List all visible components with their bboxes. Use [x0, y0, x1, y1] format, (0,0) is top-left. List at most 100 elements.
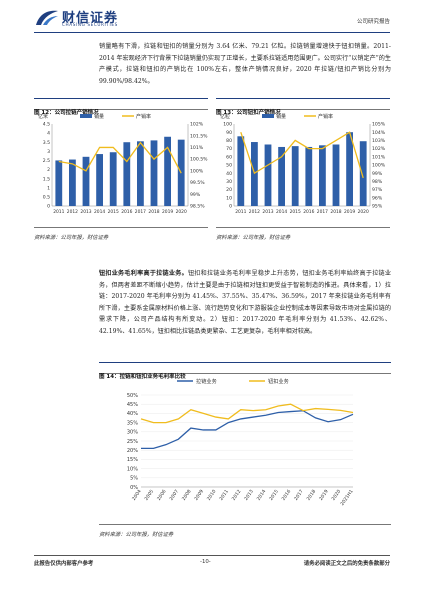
fig12-ytick-left: 0.5	[43, 194, 50, 200]
fig13-bar	[237, 136, 245, 206]
fig13-ytick-left: 30	[226, 179, 232, 185]
figure-14-bottom-rule	[99, 524, 391, 525]
fig12-bar	[55, 160, 63, 206]
figure-14-chart: 拉链业务 钮扣业务 0% 5% 10% 15% 20% 25% 30% 35% 40% 45% 50…	[127, 377, 355, 507]
fig12-bar	[164, 136, 171, 206]
fig12-xtick: 2015	[108, 209, 119, 215]
fig14-ytick: 35%	[127, 420, 138, 426]
fig14-xtick: 2017	[293, 489, 305, 502]
fig13-ytick-left: 20	[226, 187, 232, 193]
fig14-xtick: 2006	[156, 489, 168, 502]
fig12-bar	[123, 142, 131, 206]
company-logo-icon	[36, 10, 58, 25]
fig14-legend-zipper-label: 拉链业务	[196, 377, 217, 385]
figure-13-chart: 亿粒 销量 产销率 0 10 20 30 40 50 60 70 80 90 100 95% 96% 97…	[220, 113, 386, 215]
fig12-legend: 销量 产销率	[80, 113, 151, 120]
fig14-xtick: 2019	[318, 489, 330, 502]
fig14-legend: 拉链业务 钮扣业务	[177, 377, 289, 385]
fig13-ytick-right: 96%	[372, 195, 383, 201]
fig14-xtick: 2015	[268, 489, 280, 502]
fig14-ytick: 40%	[127, 411, 138, 417]
footer-divider	[34, 555, 390, 556]
fig12-ytick-right: 101%	[190, 145, 204, 151]
fig14-ytick: 5%	[130, 476, 138, 482]
figure-14-source: 资料来源：公司年报，财信证券	[99, 532, 174, 538]
fig12-ytick-right: 102%	[190, 122, 204, 128]
fig12-ytick-right: 101.5%	[190, 133, 208, 139]
header-divider	[34, 32, 390, 33]
body-paragraph-2-lead: 钮扣业务毛利率高于拉链业务。	[99, 270, 188, 277]
fig14-ytick: 10%	[127, 466, 138, 472]
fig13-ytick-right: 102%	[372, 146, 386, 152]
fig14-ytick: 0%	[130, 485, 138, 491]
fig13-bar	[359, 141, 367, 206]
fig12-legend-bar-label: 销量	[94, 113, 104, 120]
fig13-legend-bar-swatch	[262, 114, 274, 118]
fig12-bar	[137, 141, 144, 206]
brand-name: 财信证券	[62, 11, 119, 26]
fig13-xtick: 2016	[303, 209, 314, 215]
fig14-xtick: 2021H1	[339, 489, 354, 507]
figure-12-source: 资料来源：公司年报，财信证券	[34, 235, 109, 241]
fig12-ytick-left: 4.5	[43, 122, 50, 128]
fig13-ytick-right: 103%	[372, 138, 386, 144]
fig13-ytick-left: 40	[226, 171, 232, 177]
fig12-ytick-right: 99.5%	[190, 180, 205, 186]
fig12-xtick: 2016	[121, 209, 132, 215]
fig14-line-series-1	[140, 403, 354, 424]
fig13-bar	[319, 145, 326, 206]
fig14-xtick: 2012	[231, 489, 243, 502]
fig13-xtick: 2018	[330, 209, 341, 215]
fig12-bar	[69, 159, 76, 206]
fig12-ytick-left: 2.5	[43, 158, 50, 164]
fig13-bar	[332, 144, 340, 206]
fig14-ytick: 50%	[127, 393, 138, 399]
fig12-ytick-right: 100.5%	[190, 157, 208, 163]
fig12-ytick-left: 2	[47, 167, 50, 173]
fig14-xtick: 2007	[168, 489, 180, 502]
report-type: 公司研究报告	[356, 19, 390, 25]
fig12-xtick: 2014	[94, 209, 105, 215]
fig14-xtick: 2010	[206, 489, 218, 502]
fig13-ytick-left: 60	[226, 154, 232, 160]
fig14-xtick: 2016	[281, 489, 293, 502]
fig14-xtick: 2005	[143, 489, 155, 502]
fig12-ytick-left: 3.5	[43, 140, 50, 146]
fig13-xtick: 2020	[358, 209, 369, 215]
fig13-bar	[305, 146, 313, 206]
fig13-ytick-left: 70	[226, 146, 232, 152]
fig13-ytick-right: 99%	[372, 171, 383, 177]
figure-12-chart: 亿米 销量 产销率 0 0.5 1 1.5 2 2.5 3 3.5 4 4.5 98.5% 99% 99…	[38, 113, 208, 215]
fig13-xtick: 2015	[290, 209, 301, 215]
fig14-ytick: 20%	[127, 448, 138, 454]
fig12-ytick-left: 1	[47, 185, 50, 191]
figure-13-title: 图 13：公司钮扣产销情况	[216, 110, 281, 116]
fig12-xtick: 2011	[53, 209, 64, 215]
fig12-line-series	[58, 141, 182, 174]
fig13-ytick-right: 95%	[372, 204, 383, 210]
fig14-line-series-0	[141, 410, 354, 450]
fig14-xtick: 2011	[218, 489, 230, 502]
fig12-ytick-left: 0	[47, 204, 50, 210]
body-paragraph-1: 销量略有下滑，拉链和钮扣的销量分别为 3.64 亿米、79.21 亿粒。拉链销量…	[99, 43, 391, 85]
fig12-xtick: 2017	[135, 209, 146, 215]
fig13-xtick: 2019	[344, 209, 355, 215]
fig13-ytick-right: 101%	[372, 154, 386, 160]
fig12-ytick-right: 98.5%	[190, 204, 205, 210]
fig12-ytick-right: 100%	[190, 168, 204, 174]
fig13-xtick: 2012	[249, 209, 260, 215]
fig13-ytick-right: 104%	[372, 130, 386, 136]
fig13-ytick-right: 98%	[372, 179, 383, 185]
fig14-xtick: 2009	[193, 489, 205, 502]
fig14-ytick: 25%	[127, 439, 138, 445]
fig12-ytick-right: 99%	[190, 192, 201, 198]
fig13-legend-bar-label: 销量	[276, 113, 286, 120]
fig13-xtick: 2011	[235, 209, 246, 215]
fig13-xtick: 2014	[276, 209, 287, 215]
fig13-bar	[264, 144, 272, 206]
page-number: -10-	[200, 559, 211, 565]
fig13-bar	[346, 132, 353, 206]
figure-14-title-bar: 图 14：拉链和钮扣业务毛利率比较	[99, 362, 391, 380]
fig12-bar	[96, 154, 103, 206]
fig13-ytick-left: 90	[226, 130, 232, 136]
